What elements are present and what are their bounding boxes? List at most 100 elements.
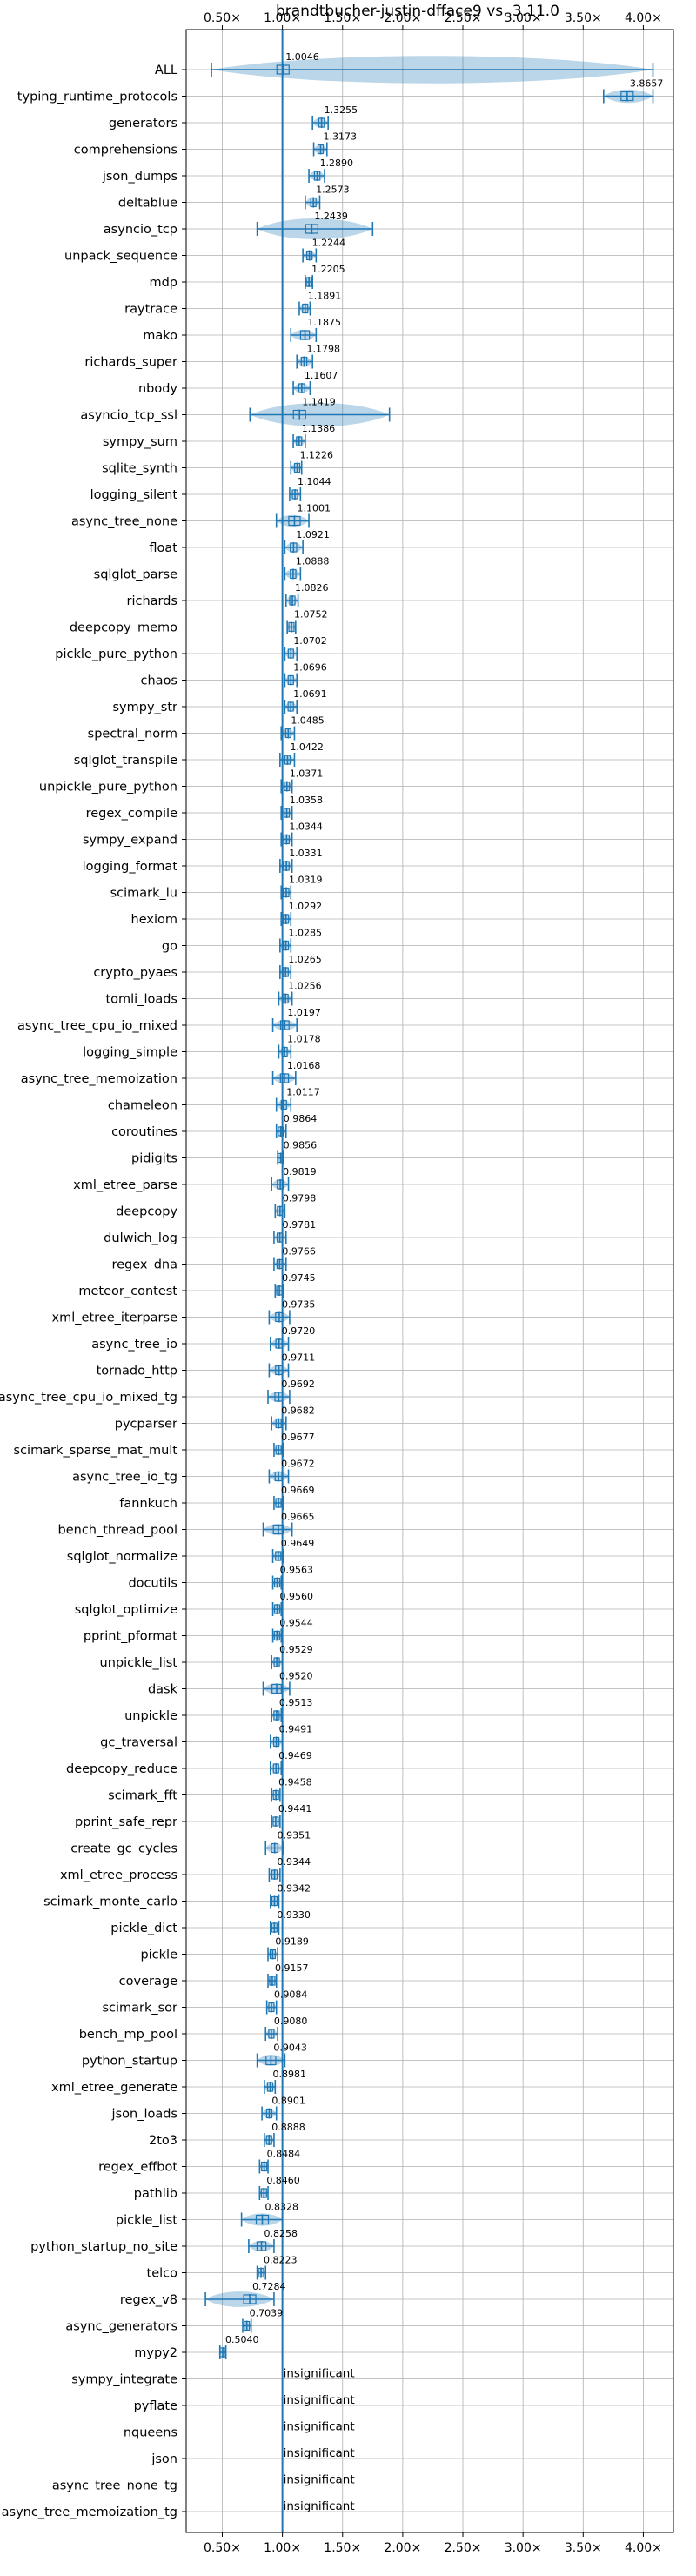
x-tick-label-top: 1.00× bbox=[264, 11, 301, 25]
value-label: 1.0358 bbox=[290, 795, 324, 806]
violin-unpickle_list: 0.9529 bbox=[271, 1644, 313, 1669]
category-label: tomli_loads bbox=[105, 993, 177, 1007]
violin-xml_etree_generate: 0.8981 bbox=[264, 2069, 306, 2094]
value-label: 1.0826 bbox=[295, 582, 329, 594]
violin-logging_simple: 1.0178 bbox=[278, 1034, 321, 1059]
violin-pickle: 0.9189 bbox=[267, 1936, 309, 1962]
value-label: 0.9735 bbox=[282, 1299, 316, 1311]
category-label: comprehensions bbox=[74, 144, 177, 158]
value-label: 1.0117 bbox=[286, 1087, 320, 1098]
violin-scimark_fft: 0.9458 bbox=[271, 1777, 312, 1802]
value-label: 0.9798 bbox=[283, 1193, 317, 1204]
violin-sympy_expand: 1.0344 bbox=[280, 822, 323, 847]
category-label: async_tree_memoization_tg bbox=[2, 2506, 177, 2519]
category-label: coverage bbox=[119, 1975, 177, 1989]
value-label: 0.9342 bbox=[278, 1883, 311, 1895]
violin-chaos: 1.0696 bbox=[284, 662, 327, 688]
violin-scimark_monte_carlo: 0.9342 bbox=[269, 1883, 311, 1909]
value-label: 0.8328 bbox=[264, 2202, 298, 2213]
value-label: 1.0331 bbox=[289, 848, 323, 859]
value-label: 1.0371 bbox=[290, 768, 324, 780]
category-label: tornado_http bbox=[97, 1365, 177, 1379]
category-label: mako bbox=[143, 329, 177, 343]
value-label: 0.9819 bbox=[283, 1166, 317, 1177]
violin-raytrace: 1.1891 bbox=[298, 291, 341, 316]
value-label: 0.7284 bbox=[252, 2281, 286, 2292]
violin-crypto_pyaes: 1.0265 bbox=[279, 954, 322, 979]
value-label: 0.9080 bbox=[274, 2016, 308, 2027]
violin-async_tree_io: 0.9720 bbox=[269, 1325, 316, 1351]
value-label: 0.9766 bbox=[282, 1246, 316, 1258]
value-label: 1.1798 bbox=[306, 344, 340, 355]
category-label: asyncio_tcp bbox=[104, 223, 177, 237]
chart-title: brandtbucher-justin-dfface9 vs. 3.11.0 bbox=[276, 3, 559, 20]
violin-sqlite_synth: 1.1226 bbox=[290, 450, 333, 475]
value-label: 1.1875 bbox=[308, 317, 342, 328]
violin-json_loads: 0.8901 bbox=[261, 2096, 305, 2121]
category-label: async_tree_cpu_io_mixed bbox=[17, 1019, 177, 1033]
violin-gc_traversal: 0.9491 bbox=[269, 1724, 312, 1749]
value-label: 0.9711 bbox=[282, 1352, 316, 1364]
violin-telco: 0.8223 bbox=[256, 2255, 298, 2280]
category-label: unpickle bbox=[124, 1709, 177, 1723]
violin-chameleon: 1.0117 bbox=[275, 1087, 320, 1112]
violin-xml_etree_iterparse: 0.9735 bbox=[268, 1299, 316, 1325]
x-tick-label-top: 0.50× bbox=[204, 11, 241, 25]
category-label: pickle_pure_python bbox=[55, 647, 177, 661]
category-label: generators bbox=[109, 117, 177, 131]
category-label: gc_traversal bbox=[100, 1736, 177, 1750]
category-label: coroutines bbox=[111, 1125, 177, 1139]
value-label: 0.9720 bbox=[282, 1325, 316, 1337]
violin-float: 1.0921 bbox=[284, 529, 330, 554]
violin-sympy_sum: 1.1386 bbox=[292, 423, 335, 448]
violin-nbody: 1.1607 bbox=[292, 370, 338, 395]
value-label: 0.9692 bbox=[281, 1379, 315, 1390]
value-label: 1.1044 bbox=[298, 476, 331, 487]
value-label: 1.0197 bbox=[287, 1007, 321, 1018]
value-label: 0.9649 bbox=[281, 1538, 315, 1549]
value-label: 1.1607 bbox=[304, 370, 338, 381]
category-label: regex_compile bbox=[86, 807, 177, 821]
category-label: regex_effbot bbox=[98, 2161, 177, 2175]
category-label: regex_dna bbox=[111, 1258, 177, 1272]
category-label: python_startup_no_site bbox=[30, 2240, 177, 2254]
violin-unpickle: 0.9513 bbox=[271, 1697, 312, 1722]
value-label: 1.1419 bbox=[302, 397, 336, 408]
category-label: pycparser bbox=[115, 1418, 177, 1432]
category-label: scimark_fft bbox=[108, 1789, 177, 1803]
violin-regex_effbot: 0.8484 bbox=[258, 2149, 300, 2174]
category-labels: ALL typing_runtime_protocols generators com… bbox=[0, 64, 186, 2519]
value-label: 0.9330 bbox=[277, 1909, 311, 1921]
value-label: 0.9856 bbox=[284, 1140, 318, 1151]
value-label: 0.8888 bbox=[271, 2122, 305, 2133]
value-label: 0.8223 bbox=[264, 2255, 298, 2266]
violin-json_dumps: 1.2890 bbox=[308, 158, 353, 183]
value-label: 0.9864 bbox=[284, 1113, 318, 1124]
x-tick-label-top: 1.50× bbox=[324, 11, 361, 25]
category-label: bench_mp_pool bbox=[79, 2028, 177, 2042]
violin-pycparser: 0.9682 bbox=[271, 1405, 315, 1431]
category-label: logging_silent bbox=[90, 488, 178, 502]
value-label: 1.0046 bbox=[285, 51, 319, 63]
violin-regex_compile: 1.0358 bbox=[280, 795, 324, 820]
violin-logging_silent: 1.1044 bbox=[289, 476, 331, 501]
category-label: mdp bbox=[149, 276, 177, 290]
violin-xml_etree_parse: 0.9819 bbox=[271, 1166, 317, 1191]
category-label: async_tree_none bbox=[71, 515, 177, 529]
value-label: 1.0702 bbox=[293, 635, 327, 647]
category-label: go bbox=[162, 940, 177, 954]
violin-pprint_safe_repr: 0.9441 bbox=[271, 1803, 311, 1828]
value-label: 0.9745 bbox=[282, 1272, 316, 1284]
violin-richards: 1.0826 bbox=[284, 582, 329, 607]
value-label: 0.9084 bbox=[274, 1989, 308, 2001]
value-label: 0.5040 bbox=[225, 2334, 259, 2345]
category-label: sqlglot_parse bbox=[94, 568, 177, 582]
value-label: 0.9351 bbox=[278, 1830, 311, 1841]
value-label: 1.0921 bbox=[296, 529, 330, 540]
insignificant-label: insignificant bbox=[284, 2499, 355, 2513]
category-label: async_generators bbox=[65, 2320, 177, 2334]
category-label: sympy_str bbox=[113, 701, 178, 714]
value-label: 1.2244 bbox=[312, 238, 346, 249]
category-label: nqueens bbox=[124, 2426, 177, 2440]
category-label: pickle_list bbox=[116, 2214, 177, 2228]
